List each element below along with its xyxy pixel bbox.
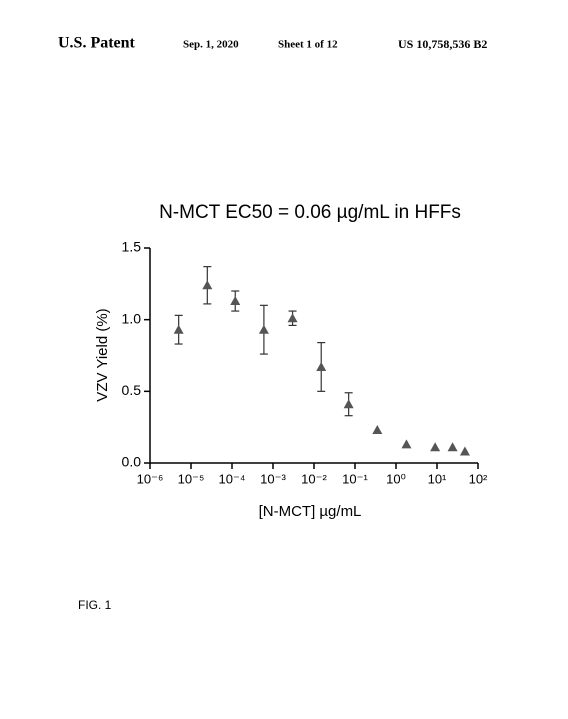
x-tick-label: 10⁻⁵ bbox=[178, 471, 205, 486]
y-axis-label: VZV Yield (%) bbox=[94, 308, 111, 401]
header-number: US 10,758,536 B2 bbox=[398, 37, 487, 51]
x-tick-label: 10² bbox=[469, 471, 488, 486]
y-tick-label: 1.0 bbox=[122, 310, 142, 326]
y-tick-label: 0.0 bbox=[122, 454, 142, 470]
data-point bbox=[287, 313, 298, 323]
data-point bbox=[447, 442, 458, 452]
x-tick-label: 10⁻³ bbox=[260, 471, 286, 486]
x-tick-label: 10⁻⁴ bbox=[219, 471, 246, 486]
x-tick-label: 10⁻¹ bbox=[342, 471, 368, 486]
header-sheet: Sheet 1 of 12 bbox=[278, 39, 338, 51]
x-axis-label: [N-MCT] µg/mL bbox=[259, 503, 362, 520]
data-point bbox=[258, 324, 269, 334]
figure-label: FIG. 1 bbox=[78, 598, 112, 612]
data-point bbox=[343, 399, 354, 409]
data-point bbox=[430, 442, 441, 452]
y-tick-label: 0.5 bbox=[122, 382, 142, 398]
x-tick-label: 10¹ bbox=[428, 471, 447, 486]
data-point bbox=[401, 439, 412, 449]
x-tick-label: 10⁻⁶ bbox=[137, 471, 164, 486]
y-tick-label: 1.5 bbox=[122, 239, 142, 255]
data-point bbox=[372, 425, 383, 435]
data-point bbox=[459, 446, 470, 456]
data-point bbox=[173, 324, 184, 334]
chart-title: N-MCT EC50 = 0.06 µg/mL in HFFs bbox=[159, 202, 461, 223]
data-point bbox=[202, 280, 213, 290]
data-point bbox=[230, 296, 241, 306]
header-date: Sep. 1, 2020 bbox=[183, 39, 239, 51]
data-point bbox=[316, 361, 327, 371]
x-tick-label: 10⁰ bbox=[386, 471, 406, 486]
header-left: U.S. Patent bbox=[58, 35, 136, 52]
x-tick-label: 10⁻² bbox=[301, 471, 327, 486]
